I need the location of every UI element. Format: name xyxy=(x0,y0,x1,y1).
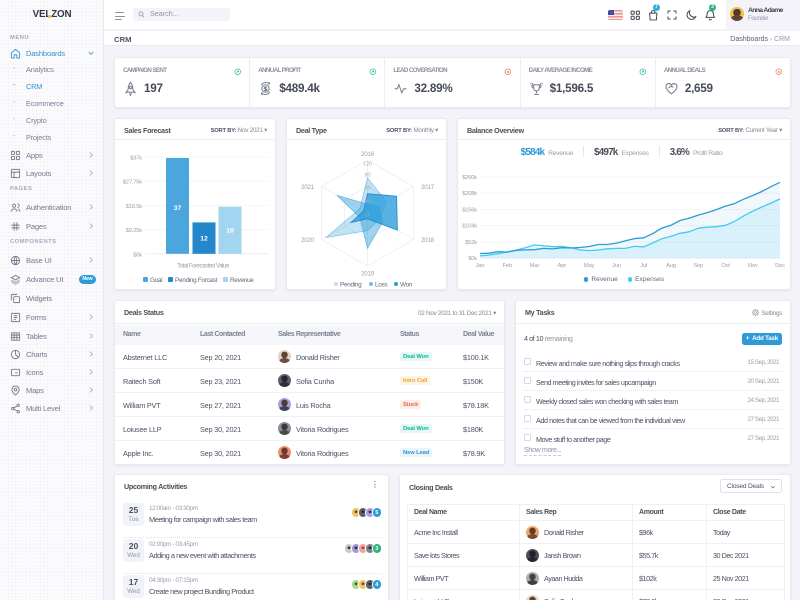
svg-text:$104k: $104k xyxy=(462,224,477,230)
svg-text:Won: Won xyxy=(400,282,413,289)
svg-text:Pending: Pending xyxy=(340,282,362,289)
svg-text:$208k: $208k xyxy=(462,191,477,197)
svg-text:60: 60 xyxy=(365,186,371,192)
svg-text:2020: 2020 xyxy=(301,237,315,244)
svg-text:37: 37 xyxy=(174,205,182,212)
svg-text:2021: 2021 xyxy=(301,184,315,191)
svg-text:Apr: Apr xyxy=(558,263,567,269)
svg-text:90: 90 xyxy=(365,173,371,179)
svg-text:0: 0 xyxy=(366,213,369,219)
svg-text:$0k: $0k xyxy=(133,252,142,258)
svg-text:Nov: Nov xyxy=(748,263,758,269)
svg-text:Total Forecasted Value: Total Forecasted Value xyxy=(177,263,230,270)
svg-text:May: May xyxy=(584,263,595,269)
svg-text:$156k: $156k xyxy=(462,208,477,214)
svg-text:$260k: $260k xyxy=(462,175,477,181)
svg-text:Pending Forcast: Pending Forcast xyxy=(175,277,218,284)
svg-text:Goal: Goal xyxy=(150,277,162,284)
svg-text:2018: 2018 xyxy=(421,237,435,244)
svg-text:12: 12 xyxy=(200,236,208,243)
svg-text:$0k: $0k xyxy=(468,256,477,262)
svg-text:Dec: Dec xyxy=(775,263,785,269)
svg-text:Aug: Aug xyxy=(666,263,676,269)
svg-text:Mar: Mar xyxy=(530,263,540,269)
svg-text:$27.75k: $27.75k xyxy=(123,180,143,186)
svg-text:18: 18 xyxy=(226,228,234,235)
svg-text:2016: 2016 xyxy=(361,151,375,158)
svg-text:Sep: Sep xyxy=(693,263,703,269)
svg-text:30: 30 xyxy=(365,199,371,205)
svg-text:2017: 2017 xyxy=(421,184,435,191)
svg-text:Jan: Jan xyxy=(476,263,485,269)
svg-text:$37k: $37k xyxy=(130,156,142,162)
svg-text:Jul: Jul xyxy=(640,263,647,269)
svg-text:$52k: $52k xyxy=(465,240,477,246)
svg-text:Revenue: Revenue xyxy=(230,277,254,284)
svg-text:Oct: Oct xyxy=(721,263,730,269)
svg-text:$18.5k: $18.5k xyxy=(126,204,143,210)
svg-text:Jun: Jun xyxy=(612,263,621,269)
svg-text:$9.25k: $9.25k xyxy=(126,228,143,234)
svg-text:120: 120 xyxy=(363,162,372,168)
svg-text:Loss: Loss xyxy=(375,282,387,289)
svg-text:2019: 2019 xyxy=(361,271,375,278)
svg-text:Feb: Feb xyxy=(503,263,512,269)
